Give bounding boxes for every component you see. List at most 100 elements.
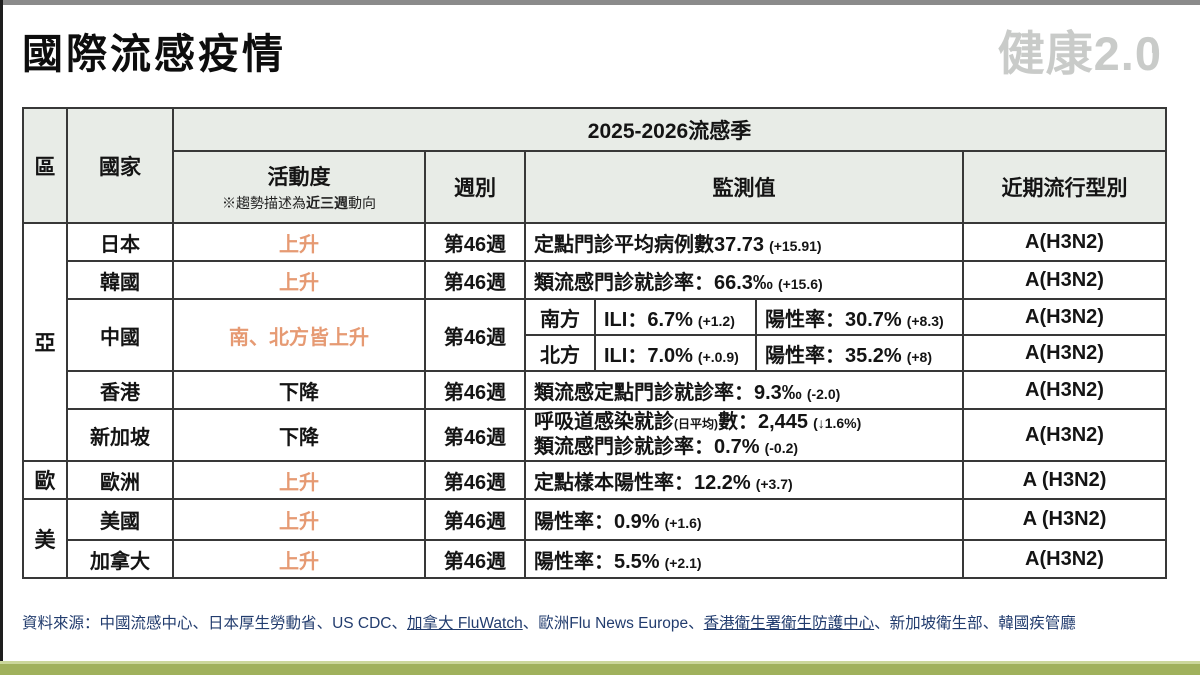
week-cell: 第46週 <box>424 498 526 541</box>
table-row-china-north: 北方 ILI：7.0% (+.0.9) 陽性率：35.2% (+8) A(H3N2) <box>23 334 1167 372</box>
week-cell: 第46週 <box>424 370 526 410</box>
flu-type-cell: A(H3N2) <box>962 370 1167 410</box>
flu-type-cell: A(H3N2) <box>962 298 1167 336</box>
flu-type-cell: A (H3N2) <box>962 460 1167 500</box>
positive-rate-cell: 陽性率：30.7% (+8.3) <box>755 298 964 336</box>
header-season: 2025-2026流感季 <box>172 107 1167 152</box>
delta-value: (-0.2) <box>764 440 799 456</box>
delta-value: (-2.0) <box>806 385 841 402</box>
header-activity: 活動度 ※趨勢描述為近三週動向 <box>172 150 426 224</box>
monitor-cell: 陽性率：5.5% (+2.1) <box>524 539 964 579</box>
table-row-japan: 亞 日本 上升 第46週 定點門診平均病例數37.73 (+15.91) A(H3… <box>22 222 1167 462</box>
delta-value: (+2.1) <box>664 554 702 571</box>
delta-value: (+15.6) <box>777 275 823 292</box>
source-item: US CDC <box>332 615 392 632</box>
week-cell: 第46週 <box>424 460 526 500</box>
up-arrow-icon: ↑ <box>1146 28 1160 58</box>
left-edge-strip <box>0 0 3 675</box>
country-cell: 新加坡 <box>66 408 174 462</box>
flu-type-cell: A(H3N2) <box>962 260 1167 300</box>
monitor-line-1: 呼吸道感染就診(日平均)數：2,445 (↓1.6%) <box>534 411 862 433</box>
country-cell: 歐洲 <box>66 460 174 500</box>
monitor-cell: 呼吸道感染就診(日平均)數：2,445 (↓1.6%) 類流感門診就診率：0.7%… <box>524 408 964 462</box>
week-cell: 第46週 <box>424 539 526 579</box>
table-row-usa: 美 美國 上升 第46週 陽性率：0.9% (+1.6) A (H3N2) <box>22 498 1167 579</box>
table-row-singapore: 新加坡 下降 第46週 呼吸道感染就診(日平均)數：2,445 (↓1.6%) 類… <box>23 408 1167 462</box>
week-cell: 第46週 <box>424 222 526 262</box>
subregion-cell-south: 南方 <box>524 298 596 336</box>
delta-value: (+1.2) <box>697 312 735 329</box>
activity-cell: 上升 <box>172 498 426 541</box>
subregion-cell-north: 北方 <box>524 334 596 372</box>
header-activity-label: 活動度 <box>267 166 331 189</box>
delta-value: (+8) <box>906 348 933 365</box>
header-country: 國家 <box>66 107 174 224</box>
monitor-cell: 陽性率：0.9% (+1.6) <box>524 498 964 541</box>
top-divider-bar <box>0 0 1200 5</box>
header-monitor: 監測值 <box>524 150 964 224</box>
header-region: 區 <box>22 107 68 224</box>
ili-cell: ILI：7.0% (+.0.9) <box>594 334 757 372</box>
flu-type-cell: A (H3N2) <box>962 498 1167 541</box>
flu-surveillance-table: 區 國家 2025-2026流感季 活動度 ※趨勢描述為近三週動向 週別 監測值… <box>22 107 1167 579</box>
monitor-line-2: 類流感門診就診率：0.7% (-0.2) <box>534 436 799 458</box>
country-cell: 中國 <box>66 298 174 372</box>
country-cell: 美國 <box>66 498 174 541</box>
flu-type-cell: A(H3N2) <box>962 334 1167 372</box>
table-row-korea: 韓國 上升 第46週 類流感門診就診率：66.3‰ (+15.6) A(H3N2) <box>23 260 1167 300</box>
week-cell: 第46週 <box>424 260 526 300</box>
delta-value: (+.0.9) <box>697 348 739 365</box>
monitor-cell: 類流感門診就診率：66.3‰ (+15.6) <box>524 260 964 300</box>
activity-cell: 上升 <box>172 539 426 579</box>
monitor-cell: 定點門診平均病例數37.73 (+15.91) <box>524 222 964 262</box>
header-row-season: 區 國家 2025-2026流感季 <box>22 107 1167 224</box>
health20-logo: 健康2.0↑ <box>997 27 1162 80</box>
region-cell-europe: 歐 <box>22 460 68 500</box>
data-source-line: 資料來源：中國流感中心、日本厚生勞動省、US CDC、加拿大 FluWatch、… <box>22 615 1076 632</box>
week-cell: 第46週 <box>424 298 526 372</box>
source-item: 中國流感中心 <box>99 615 193 632</box>
activity-cell: 下降 <box>172 408 426 462</box>
delta-value: (+3.7) <box>755 475 793 492</box>
source-item: 新加坡衛生部 <box>889 615 983 632</box>
activity-cell: 上升 <box>172 260 426 300</box>
daily-average-note: (日平均) <box>674 417 718 431</box>
page-title: 國際流感疫情 <box>22 31 286 77</box>
flu-table-wrapper: 區 國家 2025-2026流感季 活動度 ※趨勢描述為近三週動向 週別 監測值… <box>22 107 1167 579</box>
source-link-fluwatch[interactable]: 加拿大 FluWatch <box>407 615 523 632</box>
table-row-canada: 加拿大 上升 第46週 陽性率：5.5% (+2.1) A(H3N2) <box>23 539 1167 579</box>
delta-value: (+8.3) <box>906 312 944 329</box>
bottom-accent-bar <box>0 661 1200 675</box>
table-row-china-south: 中國 南、北方皆上升 第46週 南方 ILI：6.7% (+1.2) 陽性率：30… <box>23 298 1167 372</box>
activity-cell: 南、北方皆上升 <box>172 298 426 372</box>
delta-value: (+15.91) <box>769 237 822 254</box>
header-row-sub: 活動度 ※趨勢描述為近三週動向 週別 監測值 近期流行型別 <box>23 150 1167 224</box>
source-item: 歐洲Flu News Europe <box>538 615 689 632</box>
monitor-cell: 定點樣本陽性率：12.2% (+3.7) <box>524 460 964 500</box>
country-cell: 香港 <box>66 370 174 410</box>
source-item: 韓國疾管廳 <box>998 615 1076 632</box>
positive-rate-cell: 陽性率：35.2% (+8) <box>755 334 964 372</box>
header-activity-note: ※趨勢描述為近三週動向 <box>222 195 376 211</box>
logo-text: 健康2.0 <box>997 27 1162 80</box>
source-link-hk-chp[interactable]: 香港衛生署衛生防護中心 <box>703 615 875 632</box>
delta-value: (↓1.6%) <box>813 415 862 431</box>
delta-value: (+1.6) <box>664 515 702 531</box>
activity-cell: 上升 <box>172 222 426 262</box>
table-row-europe: 歐 歐洲 上升 第46週 定點樣本陽性率：12.2% (+3.7) A (H3N2… <box>22 460 1167 500</box>
country-cell: 加拿大 <box>66 539 174 579</box>
activity-cell: 下降 <box>172 370 426 410</box>
activity-cell: 上升 <box>172 460 426 500</box>
country-cell: 日本 <box>66 222 174 262</box>
flu-type-cell: A(H3N2) <box>962 408 1167 462</box>
ili-cell: ILI：6.7% (+1.2) <box>594 298 757 336</box>
table-row-hongkong: 香港 下降 第46週 類流感定點門診就診率：9.3‰ (-2.0) A(H3N2) <box>23 370 1167 410</box>
region-cell-america: 美 <box>22 498 68 579</box>
source-item: 日本厚生勞動省 <box>208 615 317 632</box>
header-flu-type: 近期流行型別 <box>962 150 1167 224</box>
source-label: 資料來源： <box>22 615 100 632</box>
monitor-cell: 類流感定點門診就診率：9.3‰ (-2.0) <box>524 370 964 410</box>
country-cell: 韓國 <box>66 260 174 300</box>
week-cell: 第46週 <box>424 408 526 462</box>
